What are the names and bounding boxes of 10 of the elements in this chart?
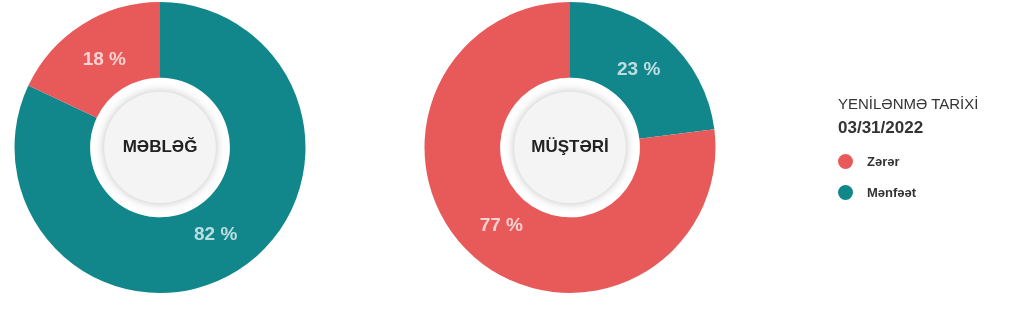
text: MƏBLƏĞ (122, 137, 198, 157)
text: 03/31/2022 (838, 118, 925, 138)
text: MÜŞTƏRİ (531, 137, 609, 157)
legend-label: Zərər (867, 154, 900, 169)
legend-label: Mənfəət (867, 185, 917, 200)
data-label: 77 % (479, 213, 524, 235)
legend-title: YENİLƏNMƏ TARİXİ (838, 95, 979, 112)
data-label: 23 % (617, 57, 661, 79)
data-label: 82 % (194, 223, 238, 245)
data-label: 18 % (82, 48, 127, 70)
